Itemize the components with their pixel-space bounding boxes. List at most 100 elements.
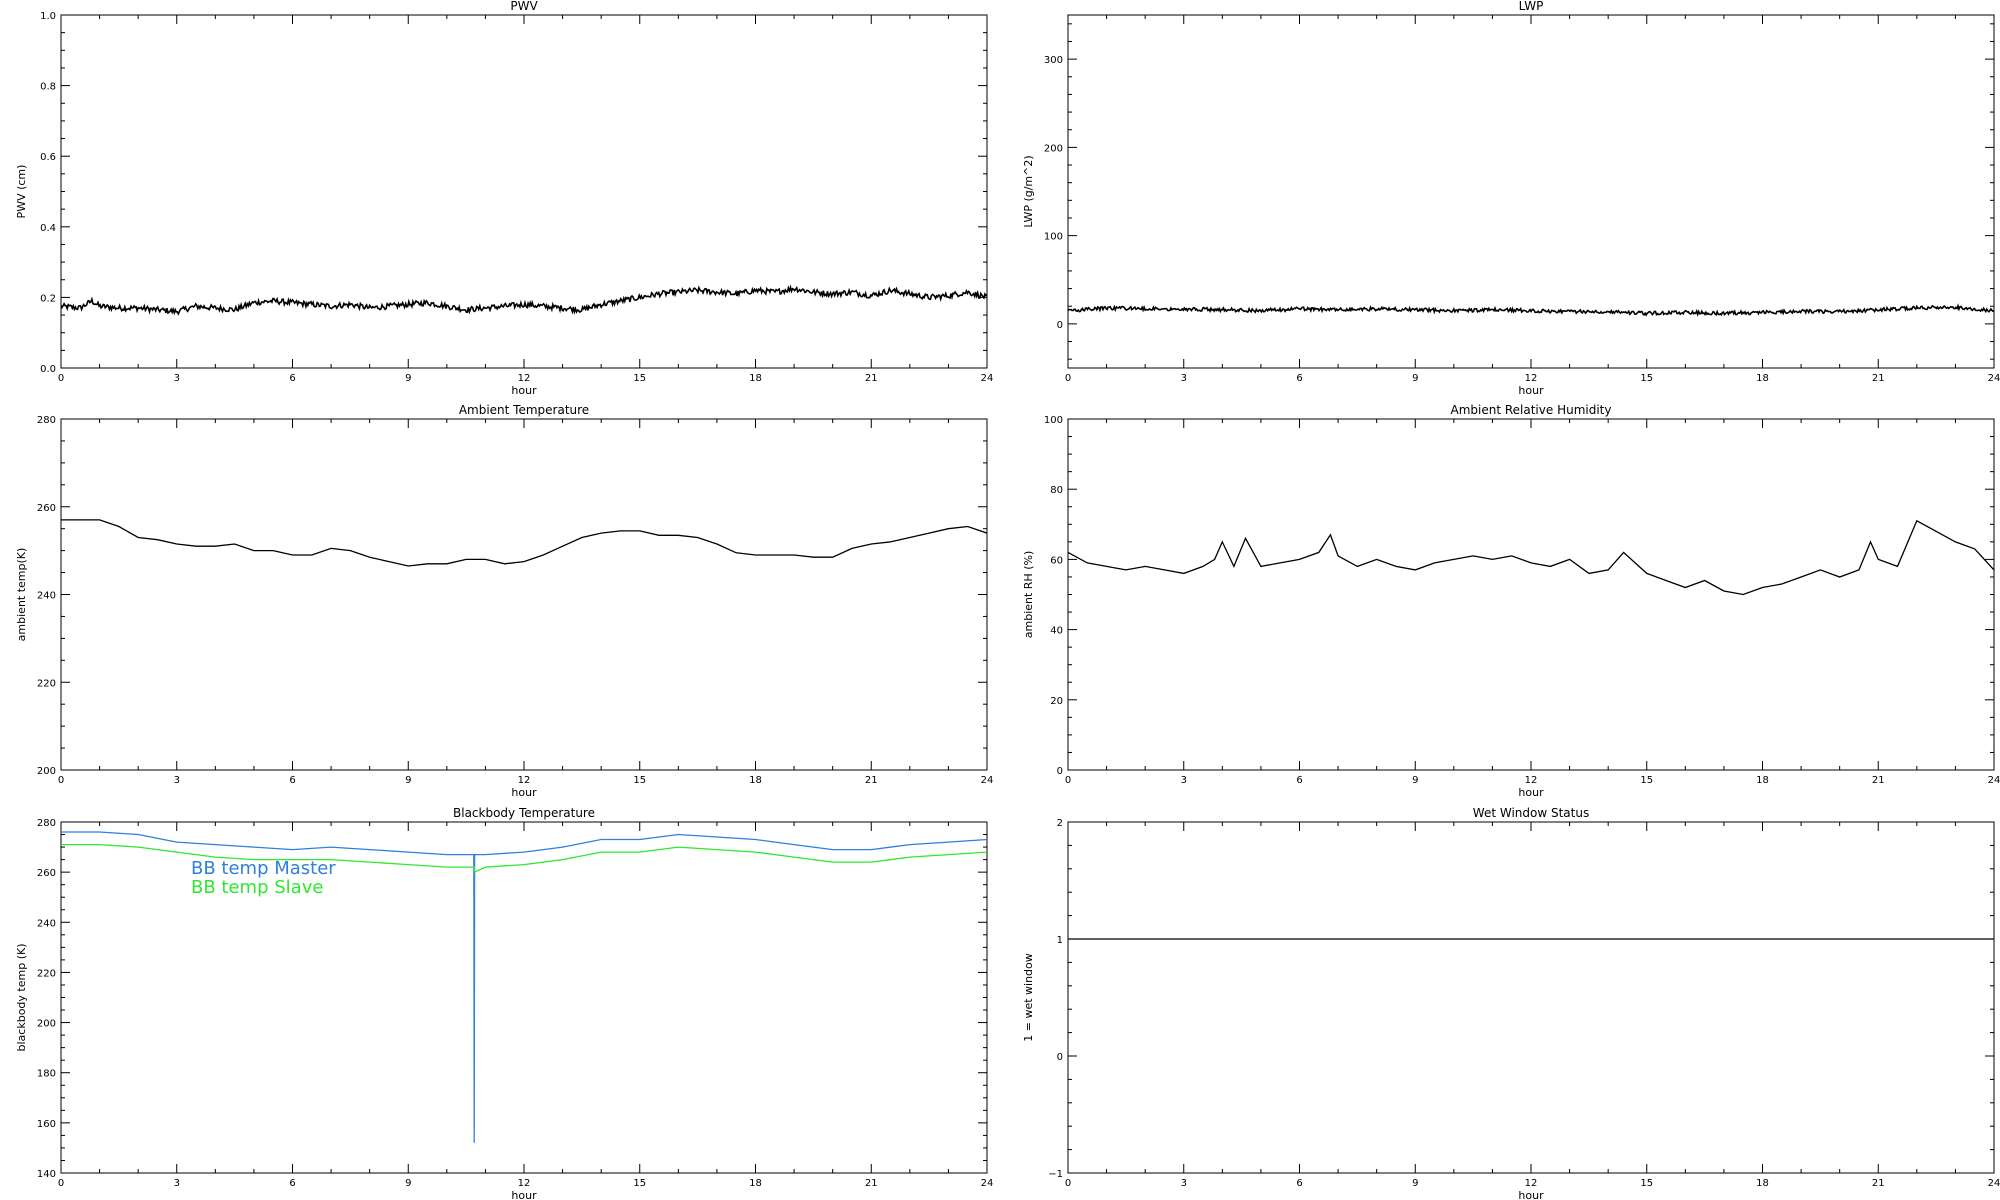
x-tick-label: 12: [1525, 373, 1538, 384]
plot-frame: [60, 418, 988, 771]
x-tick-label: 18: [749, 1178, 762, 1189]
y-tick-label: 220: [37, 678, 56, 689]
legend-entry: BB temp Master: [191, 858, 336, 879]
y-tick-label: 1: [1057, 935, 1063, 946]
series-line: [1068, 303, 1994, 317]
y-tick-label: 260: [37, 868, 56, 879]
x-tick-label: 24: [1988, 1178, 2000, 1189]
chart-panel-ambient-relative-humidity: 0 3 6 9 12 15 18 21 24 0 20 40 60 80 100 Ambient Relati…: [1022, 403, 2000, 799]
y-axis-label: blackbody temp (K): [15, 944, 28, 1052]
y-tick-label: 100: [1044, 232, 1063, 243]
y-tick-label: 100: [1044, 415, 1063, 426]
x-tick-label: 3: [174, 775, 180, 786]
y-tick-label: 280: [37, 818, 56, 829]
x-tick-label: 12: [1525, 775, 1538, 786]
y-tick-label: 300: [1044, 55, 1063, 66]
x-tick-label: 15: [633, 775, 646, 786]
x-tick-label: 24: [981, 1178, 994, 1189]
y-tick-label: 0.0: [40, 364, 56, 375]
y-tick-label: 220: [37, 968, 56, 979]
x-tick-label: 9: [1412, 373, 1418, 384]
x-tick-label: 15: [1640, 775, 1653, 786]
y-tick-label: 0: [1057, 320, 1063, 331]
chart-title: Ambient Relative Humidity: [1451, 403, 1612, 417]
x-tick-label: 3: [174, 1178, 180, 1189]
chart-title: LWP: [1519, 0, 1544, 13]
y-tick-label: 240: [37, 918, 56, 929]
series-line-bb-temp-master: [61, 831, 987, 1143]
x-tick-label: 15: [1640, 1178, 1653, 1189]
x-tick-label: 21: [865, 1178, 878, 1189]
chart-panel-pwv: 0 3 6 9 12 15 18 21 24 0.0 0.2 0.4 0.6 0.8 1.0 PWV hour P…: [15, 0, 993, 397]
chart-panel-ambient-temperature: 0 3 6 9 12 15 18 21 24 200 220 240 260 280 Ambient Tem…: [15, 403, 993, 799]
x-tick-label: 6: [1296, 373, 1302, 384]
x-axis-label: hour: [511, 384, 537, 397]
y-tick-label: 180: [37, 1069, 56, 1080]
x-tick-label: 9: [1412, 1178, 1418, 1189]
chart-title: Blackbody Temperature: [453, 806, 595, 820]
x-tick-label: 0: [58, 1178, 64, 1189]
y-tick-label: 20: [1050, 696, 1063, 707]
y-tick-label: −1: [1048, 1169, 1063, 1180]
y-tick-label: 2: [1057, 818, 1063, 829]
y-tick-label: 40: [1050, 626, 1063, 637]
plot-frame: [1067, 14, 1995, 369]
y-tick-label: 260: [37, 503, 56, 514]
x-tick-label: 6: [289, 775, 295, 786]
series-line: [61, 519, 987, 567]
x-tick-label: 3: [1181, 1178, 1187, 1189]
y-axis-label: PWV (cm): [15, 165, 28, 219]
x-tick-label: 3: [174, 373, 180, 384]
x-axis-label: hour: [511, 786, 537, 799]
x-tick-label: 24: [981, 373, 994, 384]
x-tick-label: 15: [633, 373, 646, 384]
y-tick-label: 1.0: [40, 11, 56, 22]
x-tick-label: 15: [633, 1178, 646, 1189]
y-tick-label: 80: [1050, 485, 1063, 496]
series-line-bb-temp-slave: [61, 843, 987, 874]
y-tick-label: 0: [1057, 766, 1063, 777]
x-tick-label: 6: [1296, 1178, 1302, 1189]
x-tick-label: 15: [1640, 373, 1653, 384]
x-tick-label: 12: [1525, 1178, 1538, 1189]
x-tick-label: 18: [1756, 775, 1769, 786]
x-tick-label: 3: [1181, 373, 1187, 384]
y-axis-label: ambient RH (%): [1022, 551, 1035, 639]
plot-frame: [1067, 821, 1995, 1174]
x-tick-label: 0: [1065, 1178, 1071, 1189]
x-tick-label: 3: [1181, 775, 1187, 786]
x-tick-label: 6: [289, 1178, 295, 1189]
x-tick-label: 21: [1872, 1178, 1885, 1189]
legend-entry: BB temp Slave: [191, 877, 323, 898]
y-tick-label: 200: [1044, 143, 1063, 154]
x-tick-label: 18: [1756, 373, 1769, 384]
y-tick-label: 200: [37, 1019, 56, 1030]
x-tick-label: 18: [749, 775, 762, 786]
y-tick-label: 60: [1050, 555, 1063, 566]
x-tick-label: 24: [1988, 775, 2000, 786]
y-tick-label: 280: [37, 415, 56, 426]
x-tick-label: 0: [1065, 775, 1071, 786]
x-tick-label: 6: [1296, 775, 1302, 786]
y-tick-label: 0.4: [40, 223, 56, 234]
x-tick-label: 24: [1988, 373, 2000, 384]
x-tick-label: 18: [749, 373, 762, 384]
series-line: [1068, 519, 1994, 596]
x-tick-label: 12: [518, 775, 531, 786]
y-tick-label: 0.8: [40, 82, 56, 93]
x-tick-label: 0: [58, 775, 64, 786]
x-tick-label: 18: [1756, 1178, 1769, 1189]
x-tick-label: 21: [1872, 373, 1885, 384]
x-tick-label: 9: [405, 775, 411, 786]
x-axis-label: hour: [1518, 786, 1544, 799]
x-tick-label: 9: [405, 373, 411, 384]
y-tick-label: 240: [37, 591, 56, 602]
x-tick-label: 21: [865, 775, 878, 786]
x-tick-label: 0: [1065, 373, 1071, 384]
x-axis-label: hour: [511, 1189, 537, 1200]
x-tick-label: 0: [58, 373, 64, 384]
x-tick-label: 12: [518, 373, 531, 384]
y-axis-label: 1 = wet window: [1022, 953, 1035, 1042]
